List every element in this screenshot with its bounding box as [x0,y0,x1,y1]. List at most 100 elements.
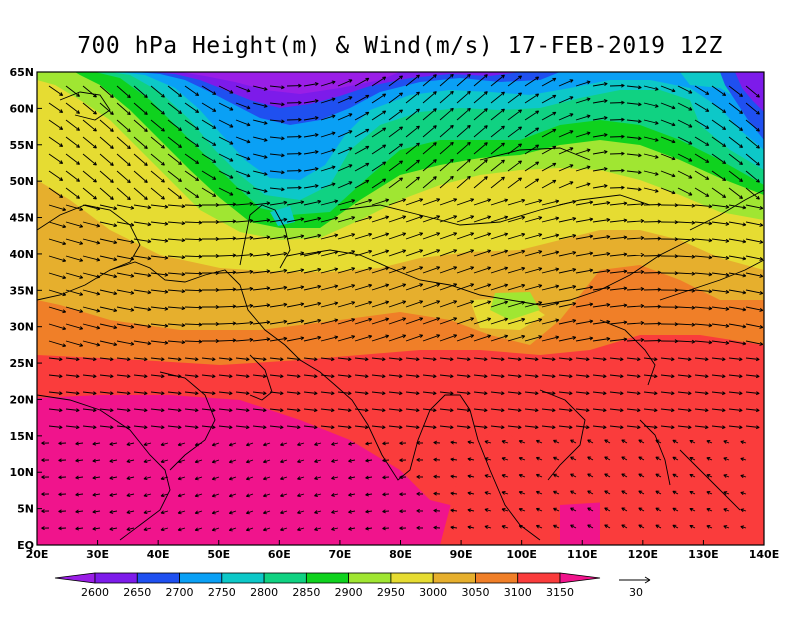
wind-arrow [575,391,590,396]
wind-arrow [371,425,386,430]
wind-arrow [558,181,574,189]
wind-arrow [365,441,373,446]
wind-arrow [388,160,404,172]
wind-arrow [116,102,131,116]
wind-arrow [194,442,203,447]
wind-arrow [439,408,454,413]
wind-arrow [456,266,475,274]
wind-arrow [99,408,114,413]
wind-arrow [541,374,556,379]
wind-arrow [99,255,118,262]
wind-arrow [167,85,183,98]
wind-arrow [99,391,114,396]
wind-arrow [371,232,390,240]
wind-arrow [405,159,420,172]
wind-arrow [405,74,420,87]
wind-arrow [218,119,234,128]
wind-arrow [388,374,403,379]
wind-arrow [75,441,84,446]
wind-arrow [280,476,288,481]
wind-arrow [728,85,744,97]
wind-arrow [150,255,169,260]
wind-arrow [643,219,662,224]
wind-arrow [711,204,730,209]
wind-arrow [331,475,339,480]
wind-arrow [65,306,84,313]
wind-arrow [126,493,135,497]
wind-arrow [202,203,220,207]
wind-arrow [660,85,676,93]
wind-arrow [75,526,84,531]
wind-arrow [524,110,540,121]
wind-arrow [388,177,404,189]
wind-arrow [609,201,628,206]
wind-arrow [450,525,458,530]
wind-arrow [626,119,642,124]
wind-arrow [133,340,152,346]
wind-arrow [575,97,591,104]
wind-arrow [211,493,220,498]
wind-arrow [109,526,118,531]
wind-arrow [48,408,63,413]
wind-arrow [660,220,679,225]
wind-arrow [320,250,339,257]
wind-arrow [82,323,101,330]
wind-arrow [184,102,200,114]
wind-arrow [371,215,390,223]
wind-arrow [541,179,557,189]
wind-arrow [439,198,458,206]
wind-arrow [235,269,254,274]
wind-arrow [116,408,131,413]
wind-arrow [745,102,760,115]
wind-arrow [416,440,424,445]
wind-arrow [133,102,148,116]
wind-arrow [405,283,424,291]
lon-label: 50E [207,548,230,561]
wind-arrow [320,301,339,308]
wind-arrow [626,320,645,325]
wind-arrow [677,305,696,310]
wind-arrow [405,125,420,138]
wind-arrow [473,91,488,104]
wind-arrow [518,456,526,461]
wind-arrow [331,492,339,497]
wind-arrow [116,170,131,184]
wind-arrow [473,374,488,379]
wind-arrow [337,357,352,362]
colorbar-box [475,572,519,584]
wind-arrow [252,374,267,379]
wind-arrow [575,165,591,172]
wind-arrow [541,335,560,342]
wind-arrow [303,116,319,121]
wind-arrow [660,425,675,430]
wind-arrow [269,336,288,342]
wind-arrow [422,198,441,206]
wind-arrow [82,102,97,115]
wind-arrow [643,153,659,159]
colorbar: 2600 2650 2700 2750 2800 2850 2900 2950 3000 3050… [54,572,601,599]
wind-arrow [677,339,696,344]
wind-arrow [416,491,424,496]
wind-arrow [201,136,217,146]
wind-arrow [541,233,560,240]
wind-arrow [150,408,165,413]
wind-arrow [422,108,437,121]
wind-arrow [694,306,713,311]
wind-arrow [723,525,730,529]
wind-arrow [592,319,611,325]
wind-arrow [211,476,220,481]
wind-arrow [439,124,454,138]
wind-arrow [160,476,169,481]
wind-arrow [99,187,114,201]
wind-arrow [348,458,356,463]
wind-arrow [262,510,271,515]
wind-arrow [677,288,696,293]
wind-arrow [65,136,81,148]
wind-arrow [490,334,509,342]
wind-arrow [575,114,591,121]
wind-arrow [160,493,169,498]
wind-arrow [490,408,505,413]
wind-arrow [558,267,577,274]
wind-arrow [541,391,556,396]
wind-arrow [388,300,407,308]
